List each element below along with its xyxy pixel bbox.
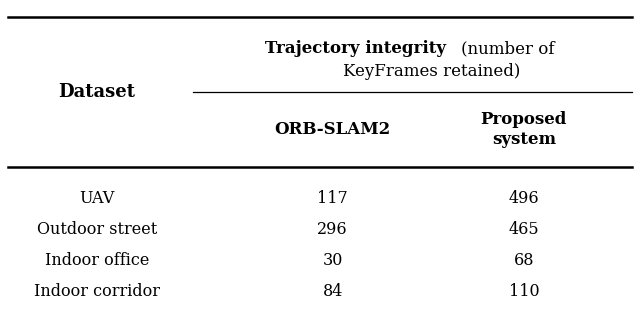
Text: 110: 110 bbox=[509, 283, 540, 300]
Text: 30: 30 bbox=[323, 252, 343, 269]
Text: KeyFrames retained): KeyFrames retained) bbox=[343, 63, 520, 80]
Text: (number of: (number of bbox=[461, 40, 555, 57]
Text: ORB-SLAM2: ORB-SLAM2 bbox=[275, 121, 391, 138]
Text: 68: 68 bbox=[514, 252, 534, 269]
Text: 84: 84 bbox=[323, 283, 343, 300]
Text: Indoor corridor: Indoor corridor bbox=[34, 283, 160, 300]
Text: Trajectory integrity: Trajectory integrity bbox=[264, 40, 445, 57]
Text: Proposed
system: Proposed system bbox=[481, 111, 567, 148]
Text: Indoor office: Indoor office bbox=[45, 252, 149, 269]
Text: 496: 496 bbox=[509, 190, 540, 207]
Text: UAV: UAV bbox=[79, 190, 115, 207]
Text: Outdoor street: Outdoor street bbox=[37, 221, 157, 238]
Text: 296: 296 bbox=[317, 221, 348, 238]
Text: Dataset: Dataset bbox=[58, 83, 136, 101]
Text: 117: 117 bbox=[317, 190, 348, 207]
Text: 465: 465 bbox=[509, 221, 540, 238]
